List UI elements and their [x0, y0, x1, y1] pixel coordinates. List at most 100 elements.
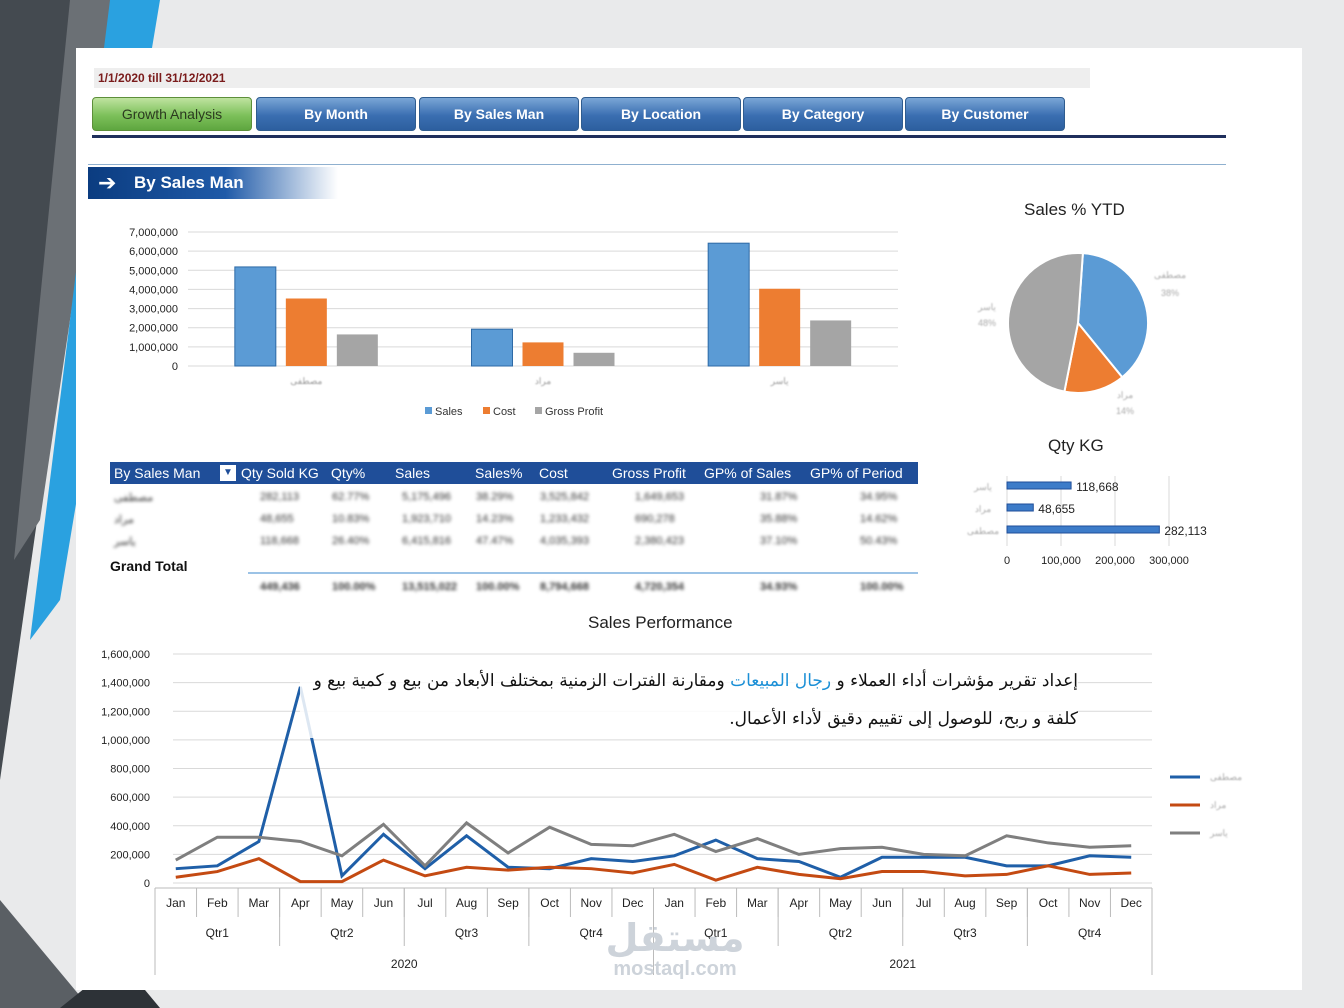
table-cell: 62.77%	[332, 491, 370, 503]
filter-dropdown-icon[interactable]: ▼	[220, 465, 236, 481]
tab-by-customer[interactable]: By Customer	[905, 97, 1065, 131]
qty-category-label: ياسر	[973, 482, 992, 493]
table-cell: 118,668	[260, 535, 299, 547]
x-quarter-label: Qtr2	[330, 926, 354, 940]
x-category-label: مراد	[535, 376, 551, 387]
total-separator	[248, 572, 918, 574]
table-total-cell: 13,515,022	[402, 581, 458, 593]
table-cell: 1,923,710	[402, 513, 451, 525]
x-month-label: Dec	[1121, 896, 1142, 910]
legend-swatch	[535, 407, 542, 414]
qty-bar	[1006, 503, 1034, 512]
salesman-pivot-table: By Sales Man ▼ Qty Sold KG Qty% Sales Sa…	[110, 462, 918, 593]
pie-label: 48%	[978, 318, 996, 328]
table-total-cell: 4,720,354	[635, 581, 684, 593]
x-month-label: Feb	[705, 896, 726, 910]
x-tick-label: 100,000	[1041, 555, 1081, 567]
x-month-label: Aug	[456, 896, 477, 910]
table-cell: 48,655	[260, 513, 294, 525]
table-cell: 34.95%	[860, 491, 898, 503]
bar-cost	[759, 288, 801, 366]
qty-bar	[1006, 481, 1072, 490]
pie-slice	[1007, 252, 1084, 393]
x-month-label: Sep	[497, 896, 519, 910]
table-total-cell: 100.00%	[476, 581, 520, 593]
watermark-logo: مستقل mostaql.com	[590, 918, 760, 980]
y-tick-label: 0	[172, 361, 178, 373]
legend-label: مراد	[1210, 800, 1226, 811]
bar-chart-by-salesman: 7,000,000 6,000,000 5,000,000 4,000,000 3,00…	[129, 227, 898, 418]
tab-growth-analysis[interactable]: Growth Analysis	[92, 97, 252, 131]
y-tick-label: 600,000	[110, 792, 150, 804]
table-cell: 3,525,842	[540, 491, 589, 503]
tab-by-month[interactable]: By Month	[256, 97, 416, 131]
header-divider	[92, 135, 1226, 138]
y-tick-label: 200,000	[110, 849, 150, 861]
bar-sales	[707, 242, 750, 367]
bar-sales	[234, 266, 277, 367]
y-tick-label: 6,000,000	[129, 246, 178, 258]
tab-by-category[interactable]: By Category	[743, 97, 903, 131]
y-tick-label: 4,000,000	[129, 284, 178, 296]
col-cost: Cost	[539, 465, 568, 481]
x-category-label: مصطفى	[290, 376, 322, 386]
x-quarter-label: Qtr2	[829, 926, 853, 940]
date-range: 1/1/2020 till 31/12/2021	[94, 68, 1090, 88]
table-total-cell: 100.00%	[332, 581, 376, 593]
section-divider	[88, 164, 1226, 165]
x-month-label: May	[331, 896, 354, 910]
tab-by-location[interactable]: By Location	[581, 97, 741, 131]
table-row: ياسر 118,668 26.40% 6,415,816 47.47% 4,035,39…	[110, 532, 918, 552]
col-sales: Sales	[395, 465, 431, 481]
x-month-label: Feb	[207, 896, 228, 910]
table-cell: 31.87%	[760, 491, 798, 503]
report-sheet	[76, 48, 1302, 990]
qty-kg-title: Qty KG	[1048, 436, 1104, 455]
y-tick-label: 2,000,000	[129, 323, 178, 335]
pie-label: 38%	[1161, 288, 1179, 298]
legend-label: Sales	[435, 406, 463, 418]
table-cell: 2,380,423	[635, 535, 684, 547]
table-cell: 50.43%	[860, 535, 898, 547]
table-cell: 1,233,432	[540, 513, 589, 525]
col-qty-pct: Qty%	[331, 465, 366, 481]
col-sales-pct: Sales%	[475, 465, 523, 481]
x-month-label: Sep	[996, 896, 1018, 910]
legend-swatch	[483, 407, 490, 414]
x-category-label: ياسر	[770, 376, 789, 387]
table-cell: 10.83%	[332, 513, 370, 525]
qty-value-label: 282,113	[1164, 524, 1207, 538]
table-cell: 282,113	[260, 491, 299, 503]
arrow-right-icon: ➔	[98, 170, 117, 195]
qty-category-label: مراد	[975, 504, 991, 515]
watermark-arabic: مستقل	[605, 916, 745, 960]
legend-swatch	[425, 407, 432, 414]
table-row: مراد 48,655 10.83% 1,923,710 14.23% 1,233,432…	[110, 510, 918, 530]
section-heading: ➔ By Sales Man	[88, 167, 338, 199]
overlay-text-part2: ومقارنة الفترات الزمنية بمختلف الأبعاد م…	[313, 671, 1078, 729]
table-cell: 5,175,496	[402, 491, 451, 503]
tab-by-sales-man[interactable]: By Sales Man	[419, 97, 579, 131]
series-line	[175, 820, 1132, 868]
bar-cost	[285, 298, 327, 366]
table-total-row: 449,436 100.00% 13,515,022 100.00% 8,794,668…	[110, 578, 918, 598]
grand-total-label: Grand Total	[110, 558, 188, 574]
x-quarter-label: Qtr1	[206, 926, 230, 940]
table-cell: 26.40%	[332, 535, 370, 547]
x-tick-label: 0	[1004, 555, 1010, 567]
col-qty-sold: Qty Sold KG	[241, 465, 319, 481]
x-month-label: Jan	[665, 896, 684, 910]
table-cell: 14.62%	[860, 513, 898, 525]
table-cell: 690,278	[635, 513, 675, 525]
legend-label: مصطفى	[1210, 772, 1242, 782]
y-tick-label: 7,000,000	[129, 227, 178, 239]
table-cell: 35.88%	[760, 513, 798, 525]
table-cell: 4,035,393	[540, 535, 589, 547]
x-month-label: Mar	[747, 896, 768, 910]
x-month-label: Nov	[581, 896, 602, 910]
x-quarter-label: Qtr3	[455, 926, 479, 940]
pie-chart-title: Sales % YTD	[1024, 200, 1125, 219]
table-cell: 1,649,653	[635, 491, 684, 503]
x-month-label: Jan	[166, 896, 185, 910]
legend-label: Cost	[493, 406, 516, 418]
